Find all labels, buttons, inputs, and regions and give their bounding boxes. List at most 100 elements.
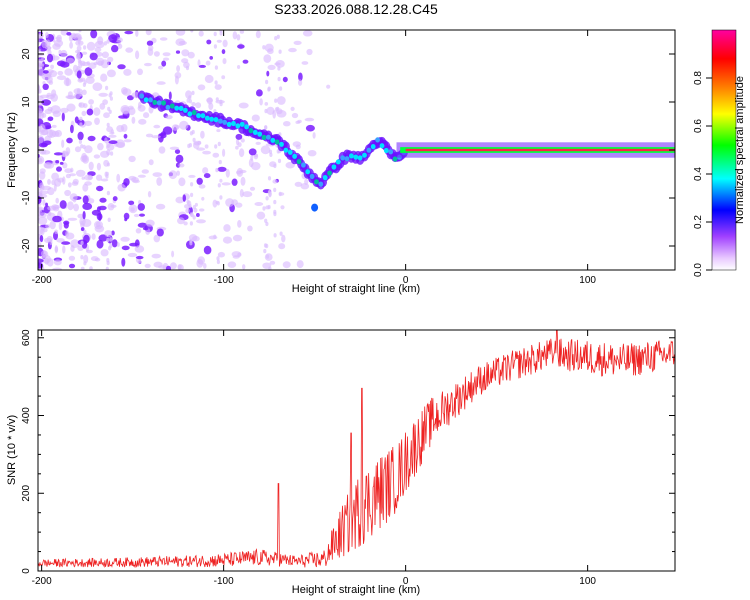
noise-blob: [55, 197, 59, 204]
noise-blob: [178, 177, 186, 187]
noise-blob: [106, 162, 110, 167]
colorbar: 0.0 0.2 0.4 0.6 0.8 Normalized spectral ampl…: [693, 29, 746, 277]
noise-blob: [274, 36, 278, 41]
noise-blob: [204, 74, 214, 84]
noise-blob: [54, 178, 62, 187]
ridge-core: [279, 141, 284, 147]
noise-blob: [175, 154, 184, 164]
noise-blob: [151, 135, 161, 139]
noise-blob: [256, 211, 266, 220]
noise-blob: [216, 39, 222, 43]
noise-blob: [265, 243, 269, 249]
noise-blob: [273, 187, 277, 193]
noise-blob: [326, 84, 331, 89]
noise-blob: [268, 192, 272, 197]
noise-blob: [121, 245, 130, 251]
ridge-core: [305, 169, 311, 175]
noise-blob: [260, 145, 271, 155]
noise-blob: [39, 235, 44, 243]
noise-blob: [156, 228, 164, 237]
noise-blob: [38, 52, 45, 57]
noise-blob: [135, 228, 142, 234]
noise-blob: [128, 155, 136, 163]
ridge-core: [152, 99, 158, 105]
noise-blob: [84, 181, 92, 186]
noise-blob: [138, 101, 142, 109]
snr-series-line: [38, 330, 675, 569]
y-tick-label: 10: [21, 96, 32, 108]
ridge-core: [327, 170, 332, 176]
noise-blob: [156, 81, 166, 85]
noise-blob: [49, 220, 56, 230]
noise-blob: [59, 107, 69, 114]
noise-blob: [181, 49, 190, 57]
noise-blob: [153, 234, 161, 243]
ridge-core: [143, 97, 149, 103]
noise-blob: [41, 250, 47, 257]
noise-blob: [187, 51, 195, 59]
ridge-core: [178, 105, 184, 111]
noise-blob: [217, 141, 221, 147]
noise-blob: [267, 176, 272, 181]
noise-blob: [60, 30, 69, 36]
noise-blob: [79, 122, 83, 127]
noise-blob: [41, 112, 47, 118]
noise-blob: [171, 250, 175, 258]
noise-blob: [61, 112, 65, 122]
noise-blob: [165, 115, 173, 120]
noise-blob: [217, 183, 221, 188]
noise-blob: [276, 34, 280, 39]
y-tick-label: 600: [21, 329, 32, 346]
noise-blob: [267, 64, 276, 70]
noise-blob: [49, 129, 53, 138]
noise-blob: [293, 40, 302, 46]
noise-blob: [62, 176, 66, 185]
noise-blob: [213, 31, 217, 37]
noise-blob: [217, 166, 227, 172]
noise-blob: [105, 85, 109, 91]
noise-blob: [201, 196, 205, 201]
noise-blob: [221, 49, 226, 55]
ridge-core: [222, 119, 228, 125]
x-tick-label: 100: [579, 275, 596, 286]
noise-blob: [174, 75, 179, 85]
noise-blob: [39, 168, 46, 174]
noise-blob: [274, 62, 281, 66]
noise-blob: [70, 124, 74, 134]
noise-blob: [186, 199, 190, 205]
noise-blob: [85, 249, 93, 254]
noise-blob: [81, 69, 85, 75]
noise-blob: [169, 146, 180, 150]
noise-blob: [86, 61, 90, 65]
noise-blob: [277, 66, 281, 71]
noise-blob: [221, 182, 231, 186]
noise-blob: [274, 98, 278, 103]
noise-blob: [52, 267, 62, 270]
noise-blob: [40, 227, 45, 231]
noise-blob: [97, 142, 104, 151]
noise-blob: [129, 242, 139, 247]
noise-blob: [153, 261, 163, 268]
noise-blob: [56, 238, 65, 243]
y-tick-label: -10: [21, 190, 32, 205]
noise-blob: [105, 266, 109, 270]
snr-panel: -200 -100 0 100 0 200 400 600 Height of straigh…: [6, 329, 676, 596]
noise-blob: [52, 215, 62, 223]
noise-blob: [137, 222, 148, 228]
ridge-core: [318, 181, 324, 187]
noise-blob: [273, 199, 277, 205]
noise-blob: [38, 157, 43, 163]
figure-title: S233.2026.088.12.28.C45: [274, 1, 438, 17]
noise-blob: [63, 220, 70, 225]
noise-blob: [304, 117, 315, 122]
noise-blob: [264, 108, 268, 114]
noise-blob: [222, 148, 226, 157]
noise-blob: [214, 80, 218, 85]
noise-blob: [193, 141, 200, 149]
noise-blob: [121, 87, 128, 95]
ridge-core: [274, 139, 280, 145]
ridge-core: [270, 137, 276, 143]
noise-blob: [273, 233, 277, 238]
ridge-core: [200, 113, 206, 119]
noise-blob: [238, 148, 245, 158]
